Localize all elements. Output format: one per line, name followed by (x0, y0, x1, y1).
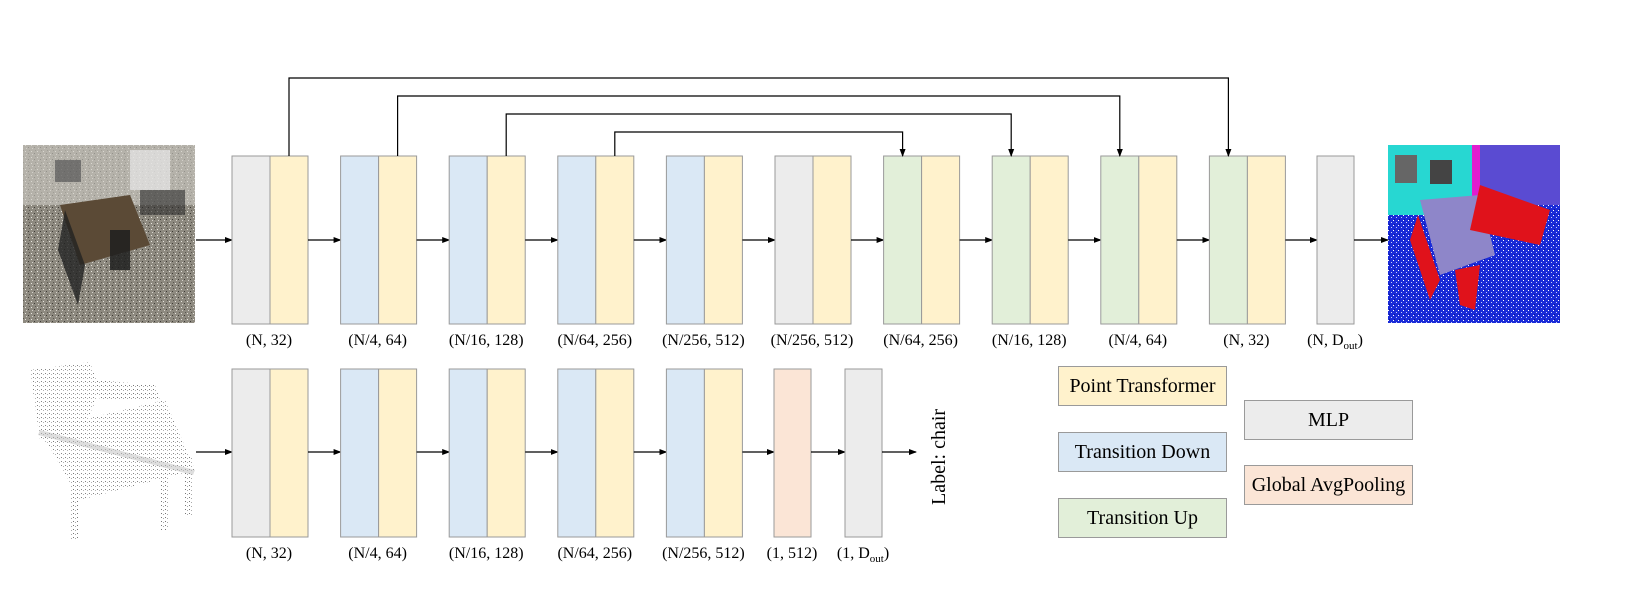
seg-dim-label-4: (N/64, 256) (557, 332, 633, 349)
seg-block-6 (774, 155, 852, 325)
input-room-pointcloud (23, 145, 195, 323)
seg-block-3 (448, 155, 526, 325)
cls-block-5-transition-down (665, 368, 705, 538)
seg-dim-label-8: (N/16, 128) (991, 332, 1067, 349)
seg-block-8 (991, 155, 1069, 325)
cls-block-1-mlp (231, 368, 271, 538)
cls-block-4-transition-down (557, 368, 597, 538)
skip-connection-4 (614, 131, 906, 157)
seg-dim-label-6: (N/256, 512) (770, 332, 854, 349)
cls-block-2-point-transformer (378, 368, 418, 538)
seg-dim-label-10: (N, 32) (1223, 332, 1270, 349)
legend-point-transformer: Point Transformer (1058, 366, 1227, 406)
cls-dim-label-5: (N/256, 512) (662, 545, 745, 562)
cls-block-5 (665, 368, 743, 538)
seg-block-9-point-transformer (1138, 155, 1178, 325)
cls-dim-label-2: (N/4, 64) (348, 545, 407, 562)
seg-block-10 (1208, 155, 1286, 325)
seg-dim-label-2: (N/4, 64) (348, 332, 407, 349)
seg-block-8-transition-up (991, 155, 1031, 325)
seg-block-7-transition-up (883, 155, 923, 325)
legend-transition-up: Transition Up (1058, 498, 1227, 538)
seg-block-6-point-transformer (812, 155, 852, 325)
seg-block-5 (665, 155, 743, 325)
skip-connection-1 (288, 77, 1232, 157)
class-label: Label: chair (928, 408, 950, 505)
seg-block-4-transition-down (557, 155, 597, 325)
cls-block-1-point-transformer (269, 368, 309, 538)
seg-dim-label-1: (N, 32) (245, 332, 293, 349)
cls-dim-label-3: (N/16, 128) (448, 545, 524, 562)
cls-block-2 (340, 368, 418, 538)
seg-output-dim: (N, Dout) (1307, 332, 1363, 353)
legend-transition-down: Transition Down (1058, 432, 1227, 472)
cls-block-1 (231, 368, 309, 538)
skip-connections (288, 77, 1232, 157)
legend-mlp: MLP (1244, 400, 1413, 440)
cls-block-3-transition-down (448, 368, 488, 538)
cls-block-4 (557, 368, 635, 538)
seg-block-5-point-transformer (703, 155, 743, 325)
output-segmented-pointcloud (1388, 145, 1560, 323)
skip-connection-2 (397, 95, 1123, 157)
seg-block-3-point-transformer (486, 155, 526, 325)
cls-pool-dim: (1, 512) (766, 545, 818, 562)
seg-block-9-transition-up (1100, 155, 1140, 325)
seg-block-1-point-transformer (269, 155, 309, 325)
cls-global-avgpooling (773, 368, 812, 538)
skip-connection-3 (505, 113, 1015, 157)
cls-output-dim: (1, Dout) (836, 545, 890, 566)
classification-branch (196, 368, 917, 538)
seg-block-7-point-transformer (921, 155, 961, 325)
cls-block-2-transition-down (340, 368, 380, 538)
seg-block-10-point-transformer (1246, 155, 1286, 325)
seg-block-5-transition-down (665, 155, 705, 325)
seg-dim-label-3: (N/16, 128) (448, 332, 524, 349)
seg-block-4 (557, 155, 635, 325)
seg-dim-label-9: (N/4, 64) (1108, 332, 1168, 349)
seg-block-1 (231, 155, 309, 325)
seg-dim-label-7: (N/64, 256) (883, 332, 958, 349)
cls-block-5-point-transformer (703, 368, 743, 538)
cls-dim-label-1: (N, 32) (245, 545, 293, 562)
seg-block-8-point-transformer (1029, 155, 1069, 325)
seg-block-2-transition-down (340, 155, 380, 325)
cls-block-3-point-transformer (486, 368, 526, 538)
seg-block-2 (340, 155, 418, 325)
input-chair-pointcloud (30, 362, 195, 540)
seg-block-10-transition-up (1208, 155, 1248, 325)
cls-dim-label-4: (N/64, 256) (557, 545, 633, 562)
seg-block-3-transition-down (448, 155, 488, 325)
segmentation-branch (196, 155, 1389, 325)
seg-block-2-point-transformer (378, 155, 418, 325)
cls-block-3 (448, 368, 526, 538)
seg-output-mlp (1316, 155, 1355, 325)
seg-block-1-mlp (231, 155, 271, 325)
seg-block-9 (1100, 155, 1178, 325)
seg-block-4-point-transformer (595, 155, 635, 325)
cls-block-4-point-transformer (595, 368, 635, 538)
cls-output-mlp (844, 368, 883, 538)
legend-global-avgpooling: Global AvgPooling (1244, 465, 1413, 505)
seg-dim-label-5: (N/256, 512) (662, 332, 745, 349)
seg-block-7 (883, 155, 961, 325)
seg-block-6-mlp (774, 155, 814, 325)
